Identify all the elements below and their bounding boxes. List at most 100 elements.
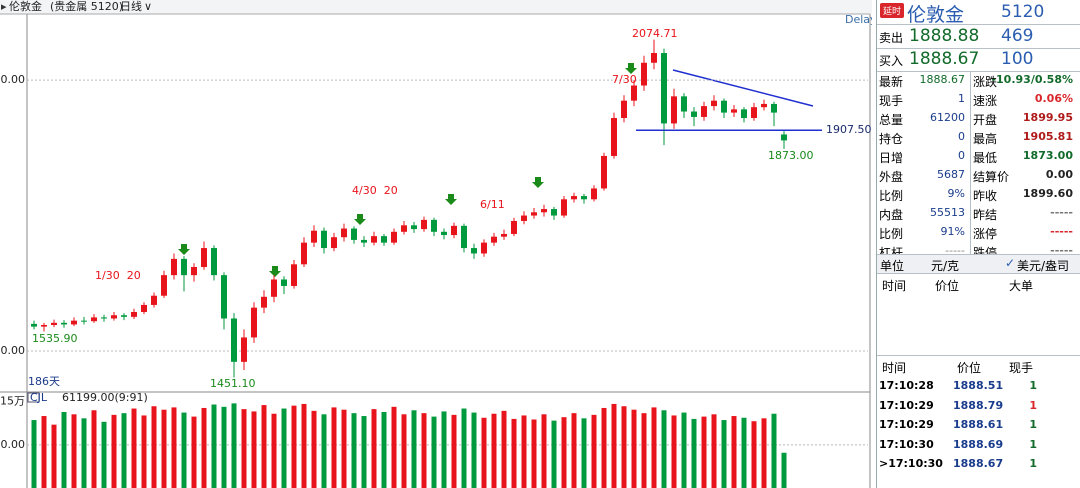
code: 5120 — [1001, 2, 1045, 22]
row-label: 涨跌 — [973, 75, 998, 89]
volume-bar — [191, 416, 197, 488]
annotation: 1535.90 — [32, 332, 78, 345]
unit-bar — [877, 254, 1080, 273]
volume-toggle[interactable] — [27, 392, 40, 403]
trade-volume: 1 — [1029, 457, 1037, 470]
candle-body — [531, 212, 537, 216]
row-value: 55513 — [930, 206, 965, 219]
candle-body — [51, 322, 57, 325]
volume-bar — [51, 424, 57, 488]
volume-bar — [731, 416, 737, 488]
row-value: ----- — [1050, 225, 1073, 238]
volume-bar — [71, 414, 77, 488]
volume-bar — [291, 405, 297, 488]
row-value: 1873.00 — [1022, 149, 1073, 162]
volume-bar — [81, 418, 87, 488]
candle-body — [631, 85, 637, 101]
volume-bar — [581, 418, 587, 488]
candle-body — [171, 258, 177, 276]
row-label: 速涨 — [973, 94, 998, 108]
volume-bar — [411, 410, 417, 488]
divider — [877, 254, 1080, 255]
unit-option[interactable]: 美元/盎司 — [1017, 259, 1070, 273]
volume-bar — [601, 407, 607, 488]
volume-bar — [721, 420, 727, 488]
divider — [877, 355, 1080, 356]
candle-body — [621, 100, 627, 119]
row-label: 持仓 — [879, 132, 904, 146]
row-label: 现手 — [879, 94, 904, 108]
row-label: 日增 — [879, 151, 904, 165]
candle-body — [681, 96, 687, 112]
candle-body — [671, 96, 677, 124]
trade-price: 1888.61 — [953, 418, 1004, 431]
volume-bar — [141, 415, 147, 488]
row-label: 总量 — [879, 113, 904, 127]
row-value: 1899.95 — [1022, 111, 1073, 124]
candle-body — [321, 230, 327, 249]
row-value: 91% — [940, 225, 965, 238]
row-label: 最低 — [973, 151, 998, 165]
candle-body — [521, 215, 527, 221]
candle-body — [291, 264, 297, 286]
volume-bar — [491, 413, 497, 488]
annotation: 1873.00 — [768, 149, 814, 162]
divider — [877, 24, 1080, 25]
row-value: 1 — [958, 92, 965, 105]
volume-bar — [431, 416, 437, 488]
candle-body — [331, 237, 337, 249]
sell-label: 卖出 — [879, 31, 904, 45]
volume-bar — [541, 414, 547, 488]
trade-price: 1888.69 — [953, 437, 1004, 451]
volume-bar — [211, 404, 217, 488]
candle-body — [101, 317, 107, 319]
candle-body — [81, 320, 87, 322]
candle-body — [311, 230, 317, 243]
candle-body — [261, 296, 267, 308]
volume-bar — [221, 406, 227, 488]
volume-bar — [561, 417, 567, 488]
row-value: 1899.60 — [1022, 187, 1073, 200]
trade-price: 1888.67 — [953, 457, 1004, 470]
volume-bar — [391, 406, 397, 488]
row-value: 0.00 — [1045, 168, 1073, 181]
row-value: ----- — [945, 244, 965, 257]
unit-option[interactable]: 元/克 — [931, 259, 960, 273]
candle-body — [371, 236, 377, 243]
row-value: 0 — [958, 130, 965, 143]
trade-time: >17:10:30 — [879, 457, 943, 470]
volume-bar — [241, 409, 247, 488]
annotation: 7/30 — [612, 73, 637, 86]
row-label: 外盘 — [879, 170, 904, 184]
volume-bar — [101, 421, 107, 488]
volume-bar — [41, 416, 47, 488]
volume-bar — [361, 416, 367, 488]
candle-body — [271, 279, 277, 297]
trend-line — [672, 69, 814, 107]
period-dropdown[interactable]: ∨ — [144, 0, 152, 13]
candle-body — [191, 267, 197, 276]
buy-volume: 100 — [1001, 49, 1034, 69]
column-header: 价位 — [935, 279, 960, 293]
market: (贵金属 5120) — [50, 0, 123, 13]
buy-price: 1888.67 — [909, 49, 980, 69]
volume-bar — [461, 408, 467, 488]
candle-body — [441, 231, 447, 236]
volume-bar — [371, 409, 377, 488]
divider — [877, 273, 1080, 274]
candle-body — [541, 209, 547, 213]
candle-body — [361, 239, 367, 243]
candle-body — [211, 248, 217, 276]
candle-body — [601, 155, 607, 189]
arrow — [354, 214, 366, 225]
volume-bar — [571, 413, 577, 488]
arrows — [178, 63, 637, 277]
volume-bar — [161, 409, 167, 488]
period[interactable]: 日线 — [120, 0, 142, 13]
row-value: 9% — [947, 187, 965, 200]
volume-name: CJL — [30, 391, 48, 404]
annotation: 6/11 — [480, 198, 505, 211]
volume-bar — [451, 414, 457, 488]
menu-icon[interactable]: ▸ — [1, 0, 7, 13]
